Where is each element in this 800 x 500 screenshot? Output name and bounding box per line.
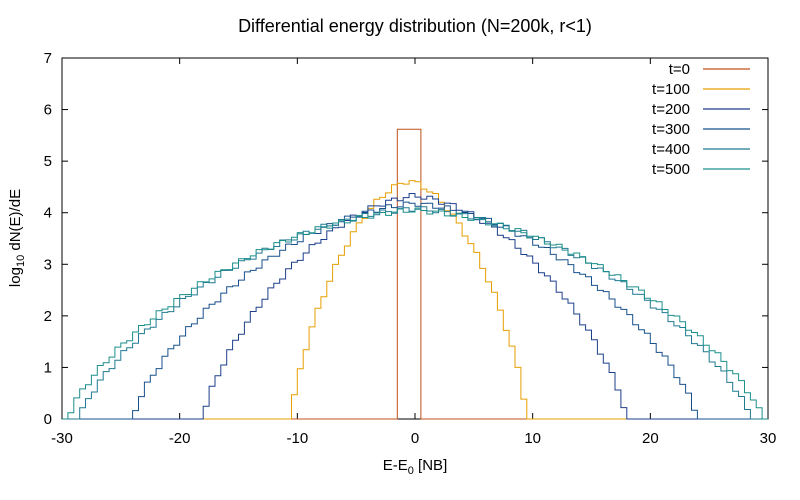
x-tick-label: 30 [760, 430, 777, 447]
y-tick-label: 1 [44, 359, 52, 376]
y-tick-label: 6 [44, 102, 52, 119]
x-tick-label: 0 [411, 430, 419, 447]
series-line-t-400 [62, 206, 768, 420]
x-axis-label: E-E0 [NB] [383, 457, 447, 477]
series-layer [62, 128, 768, 420]
legend-label: t=300 [652, 121, 690, 138]
legend-label: t=100 [652, 81, 690, 98]
legend: t=0 t=100 t=200 t=300 t=400 t=500 [652, 61, 750, 178]
chart-title: Differential energy distribution (N=200k… [238, 16, 592, 36]
y-tick-label: 7 [44, 50, 52, 67]
legend-label: t=0 [669, 61, 690, 78]
series-line-t-100 [62, 180, 768, 420]
y-tick-label: 0 [44, 411, 52, 428]
legend-label: t=400 [652, 141, 690, 158]
x-tick-label: 10 [524, 430, 541, 447]
series-line-t-500 [62, 207, 768, 420]
y-tick-label: 3 [44, 256, 52, 273]
x-tick-label: -30 [51, 430, 73, 447]
legend-label: t=200 [652, 101, 690, 118]
series-line-t-300 [62, 201, 768, 420]
y-axis-label: log10 dN(E)/dE [7, 189, 27, 287]
x-tick-label: -10 [286, 430, 308, 447]
y-tick-label: 4 [44, 205, 52, 222]
legend-label: t=500 [652, 161, 690, 178]
x-tick-label: 20 [642, 430, 659, 447]
series-line-t-200 [62, 193, 768, 420]
y-tick-label: 5 [44, 153, 52, 170]
axis-ticks: -30 -20 -10 0 10 20 30 0 1 2 3 4 5 6 7 [44, 50, 777, 447]
x-tick-label: -20 [169, 430, 191, 447]
y-tick-label: 2 [44, 308, 52, 325]
